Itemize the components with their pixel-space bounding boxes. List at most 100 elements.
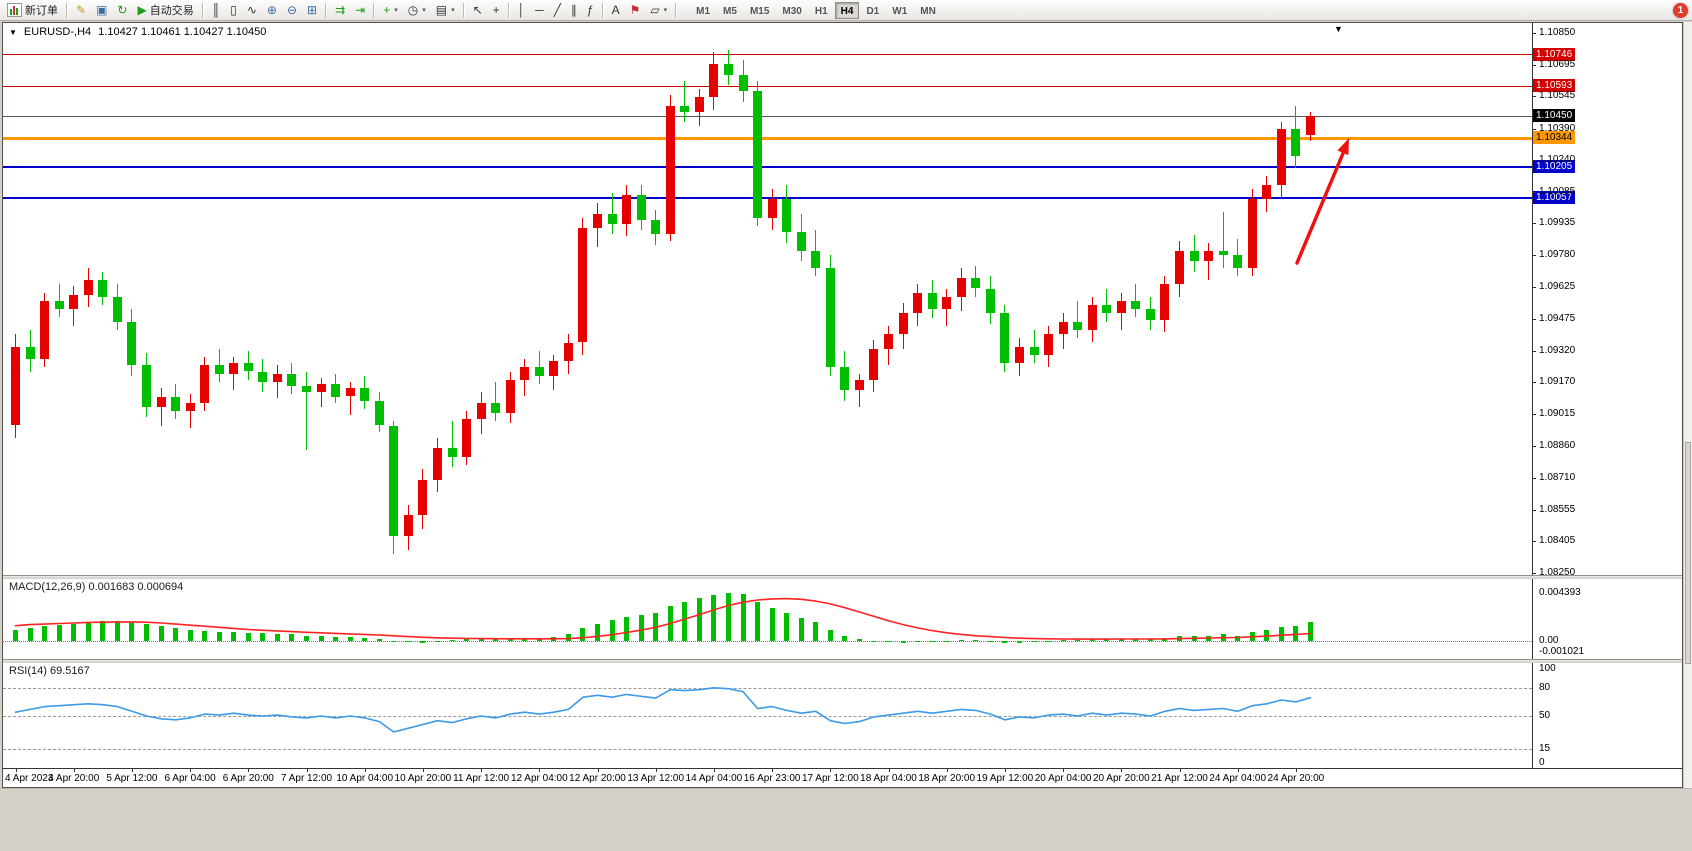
macd-bar <box>610 620 615 641</box>
panel-splitter-rsi[interactable] <box>3 659 1682 663</box>
crosshair-tool-button[interactable]: + <box>488 1 505 20</box>
line-chart-button[interactable]: ∿ <box>242 1 262 20</box>
chart-shift-marker[interactable]: ▼ <box>1334 24 1343 34</box>
candlestick-chart-button[interactable]: ▯ <box>225 1 242 20</box>
toolbar-separator <box>462 2 465 18</box>
toolbar-separator <box>373 2 376 18</box>
horizontal-line-tool-button[interactable]: ─ <box>530 1 549 20</box>
vertical-scrollbar[interactable] <box>1683 22 1692 788</box>
shapes-tool-button[interactable]: ▱ ▾ <box>645 1 672 20</box>
periods-button[interactable]: ◷ ▾ <box>403 1 431 20</box>
time-label: 17 Apr 12:00 <box>801 773 859 784</box>
auto-scroll-button[interactable]: ⇉ <box>330 1 350 20</box>
crosshair-icon: + <box>492 3 500 17</box>
candle-wick <box>190 394 191 428</box>
new-order-button[interactable]: 新订单 <box>2 1 63 20</box>
timeframe-w1-button[interactable]: W1 <box>886 2 913 19</box>
time-label: 11 Apr 12:00 <box>453 773 510 784</box>
channel-tool-button[interactable]: ∥ <box>566 1 582 20</box>
candle-body <box>171 396 180 411</box>
time-label: 7 Apr 12:00 <box>280 773 333 784</box>
macd-bar <box>857 638 862 641</box>
timeframe-h1-button[interactable]: H1 <box>809 2 834 19</box>
bar-chart-button[interactable]: ║ <box>207 1 226 20</box>
candlestick-chart-icon: ▯ <box>230 3 237 17</box>
indicators-button[interactable]: + ▾ <box>378 1 403 20</box>
candle-body <box>1059 321 1068 335</box>
price-tick <box>1532 65 1536 67</box>
candle-body <box>477 402 486 420</box>
zoom-in-button[interactable]: ⊕ <box>262 1 282 20</box>
time-tick <box>1179 768 1181 772</box>
candle-body <box>680 105 689 112</box>
candle-body <box>797 232 806 252</box>
timeframe-mn-button[interactable]: MN <box>914 2 942 19</box>
candle-body <box>855 379 864 391</box>
timeframe-h4-button[interactable]: H4 <box>834 1 860 19</box>
time-tick <box>1237 768 1239 772</box>
trendline-tool-button[interactable]: ╱ <box>549 1 566 20</box>
candle-wick <box>1208 242 1209 281</box>
candle-body <box>957 278 966 297</box>
price-axis-label: 1.08250 <box>1539 567 1576 578</box>
timeframe-m15-button[interactable]: M15 <box>744 2 775 19</box>
candle-body <box>1306 116 1315 135</box>
refresh-icon: ↻ <box>117 3 128 17</box>
macd-bar <box>537 637 542 641</box>
panel-splitter-macd[interactable] <box>3 575 1682 579</box>
candle-body <box>535 367 544 376</box>
metaeditor-button[interactable]: ✎ <box>71 1 91 20</box>
macd-bar <box>653 612 658 641</box>
text-tool-button[interactable]: A <box>607 1 625 20</box>
candle-body <box>186 402 195 411</box>
macd-bar <box>1250 632 1255 641</box>
refresh-button[interactable]: ↻ <box>112 1 132 20</box>
chart-shift-button[interactable]: ⇥ <box>350 1 370 20</box>
notification-badge[interactable]: 1 <box>1673 3 1688 18</box>
candle-wick <box>321 377 322 407</box>
candle-body <box>40 300 49 360</box>
autotrading-button[interactable]: ▶ 自动交易 <box>132 1 198 20</box>
timeframe-m1-button[interactable]: M1 <box>690 2 716 19</box>
candle-body <box>491 402 500 414</box>
label-tool-button[interactable]: ⚑ <box>625 1 646 20</box>
timeframe-m30-button[interactable]: M30 <box>776 2 807 19</box>
macd-bar <box>1119 638 1124 641</box>
cursor-tool-button[interactable]: ↖ <box>468 1 488 20</box>
price-axis-label: 1.08555 <box>1539 503 1576 515</box>
channel-icon: ∥ <box>570 3 577 17</box>
macd-bar <box>1148 638 1153 641</box>
window-bottom-band <box>0 788 1692 851</box>
fibonacci-tool-button[interactable]: ƒ <box>582 1 599 20</box>
candle-wick <box>684 80 685 123</box>
candle-body <box>69 294 78 310</box>
chart-area[interactable]: ▼ EURUSD-,H4 1.10427 1.10461 1.10427 1.1… <box>3 23 1682 787</box>
templates-button[interactable]: ▤ ▾ <box>431 1 460 20</box>
rsi-level-80 <box>3 687 1532 689</box>
vertical-line-tool-button[interactable]: │ <box>513 1 531 20</box>
candle-body <box>1219 251 1228 256</box>
zoom-out-button[interactable]: ⊖ <box>282 1 302 20</box>
timeframe-m5-button[interactable]: M5 <box>717 2 743 19</box>
rsi-axis-label: 15 <box>1539 742 1551 754</box>
time-label: 13 Apr 12:00 <box>627 773 685 784</box>
vertical-scrollbar-thumb[interactable] <box>1685 442 1691 664</box>
dropdown-arrow-icon: ▾ <box>422 7 426 14</box>
time-tick <box>946 768 948 772</box>
time-tick <box>830 768 832 772</box>
toolbar-separator <box>675 2 678 18</box>
candle-body <box>1160 284 1169 320</box>
macd-bar <box>217 632 222 641</box>
chart-menu-icon[interactable]: ▼ <box>9 27 17 37</box>
candle-body <box>1204 251 1213 262</box>
macd-bar <box>566 634 571 641</box>
candle-body <box>724 64 733 75</box>
macd-bar <box>1177 635 1182 641</box>
macd-bar <box>86 622 91 641</box>
timeframe-d1-button[interactable]: D1 <box>860 2 885 19</box>
tile-windows-button[interactable]: ⊞ <box>302 1 322 20</box>
rsi-label: RSI(14) 69.5167 <box>9 665 90 677</box>
macd-bar <box>289 634 294 641</box>
market-button[interactable]: ▣ <box>91 1 112 20</box>
candle-body <box>1175 251 1184 285</box>
